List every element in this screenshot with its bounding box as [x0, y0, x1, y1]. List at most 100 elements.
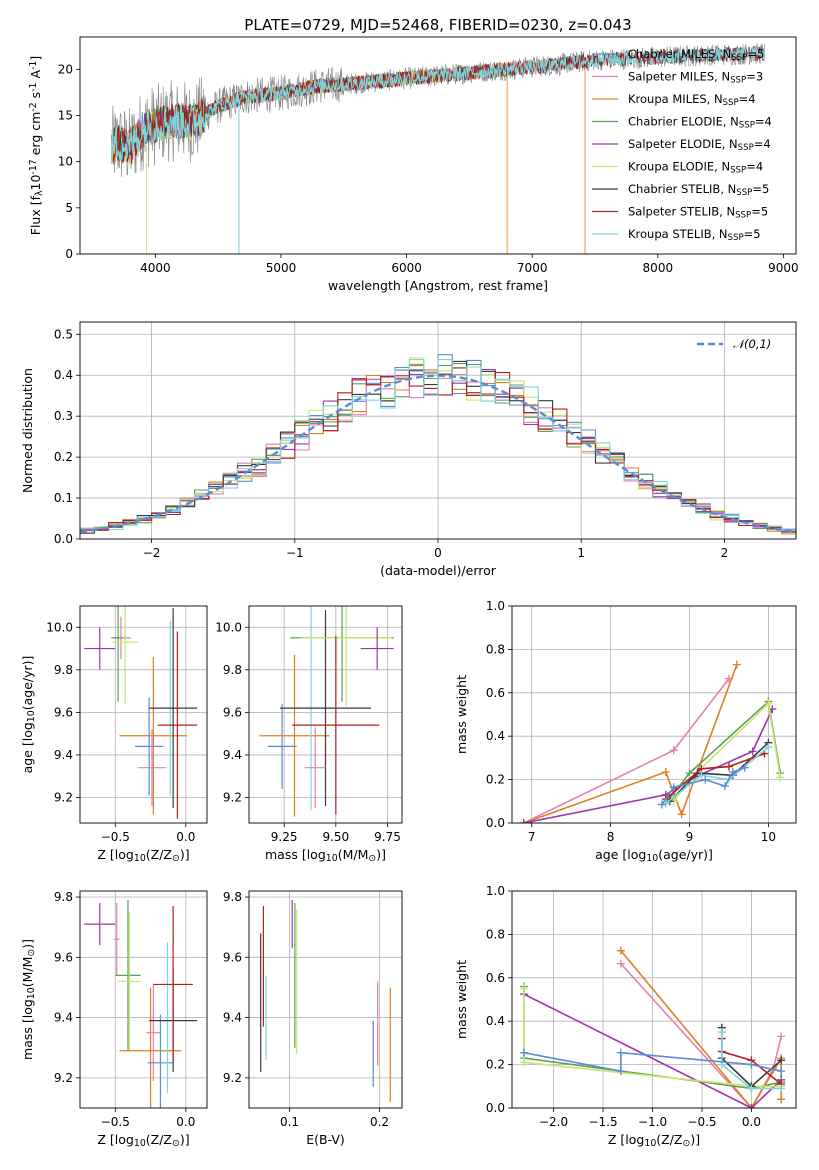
- x-tick-label: −0.5: [687, 1115, 716, 1129]
- gridlines: [512, 605, 796, 824]
- x-tick-label: 0.0: [742, 1115, 761, 1129]
- weight-marker: [747, 1084, 756, 1093]
- weight-line: [661, 766, 745, 806]
- gridlines: [80, 891, 207, 1108]
- y-tick-label: 9.2: [223, 790, 242, 804]
- x-tick-label: 6000: [391, 261, 422, 275]
- plot-area: [519, 946, 786, 1108]
- weight-marker: [661, 768, 670, 777]
- weight-marker: [732, 660, 741, 669]
- y-tick-label: 9.4: [54, 1011, 73, 1025]
- weight-marker: [747, 1104, 756, 1108]
- data-point: [292, 635, 380, 815]
- y-tick-label: 0.8: [486, 642, 505, 656]
- weight-marker: [697, 771, 706, 780]
- y-tick-label: 9.6: [223, 950, 242, 964]
- y-tick-label: 0.4: [486, 1014, 505, 1028]
- x-tick-label: 9.75: [374, 830, 401, 844]
- x-tick-label: 0.0: [176, 830, 195, 844]
- x-tick-label: 0.2: [370, 1115, 389, 1129]
- y-tick-label: 9.2: [54, 1071, 73, 1085]
- y-tick-label: 9.2: [54, 790, 73, 804]
- x-tick-label: −1: [286, 546, 304, 560]
- data-point: [112, 606, 124, 702]
- x-tick-label: 0.1: [280, 1115, 299, 1129]
- legend-entry: Chabrier MILES, NSSP=5: [628, 47, 764, 63]
- y-tick-label: 9.8: [54, 890, 73, 904]
- data-point: [259, 654, 330, 817]
- data-point: [149, 608, 198, 809]
- y-tick-label: 0.3: [54, 409, 73, 423]
- weight-marker: [616, 946, 625, 955]
- data-point: [147, 1014, 174, 1108]
- x-tick-label: 2: [721, 546, 729, 560]
- weight-marker: [721, 782, 729, 791]
- legend-entry: Chabrier ELODIE, NSSP=4: [628, 115, 772, 131]
- weight-marker: [777, 1056, 786, 1065]
- x-tick-label: 9: [686, 830, 694, 844]
- x-tick-label: 8000: [643, 261, 674, 275]
- y-tick-label: 0: [65, 247, 73, 261]
- x-tick-label: −0.5: [101, 1115, 130, 1129]
- y-tick-label: 0.2: [486, 1058, 505, 1072]
- weight-marker: [701, 775, 710, 784]
- weight-marker: [677, 810, 686, 819]
- y-tick-label: 5: [65, 201, 73, 215]
- y-axis-label: Normed distribution: [20, 368, 35, 493]
- legend-entry: Chabrier STELIB, NSSP=5: [628, 182, 769, 198]
- x-tick-label: 9.25: [271, 830, 298, 844]
- panel-weight-vs-age: 7 8 9 10 0.0 0.2 0.4 0.6 0.8 1.0 age [log10(age/yr…: [454, 599, 797, 864]
- y-tick-label: 1.0: [486, 884, 505, 898]
- x-tick-label: −2.0: [539, 1115, 568, 1129]
- model-spectrum: [111, 45, 765, 165]
- data-point: [280, 610, 371, 806]
- y-axis-label: mass weight: [454, 675, 469, 754]
- axes-frame: [511, 605, 797, 824]
- y-tick-label: 15: [58, 108, 73, 122]
- weight-marker: [616, 1048, 625, 1057]
- normal-curve: [80, 374, 794, 533]
- y-tick-label: 0.1: [54, 491, 73, 505]
- legend-entry: Salpeter MILES, NSSP=3: [628, 70, 763, 86]
- weight-marker: [777, 1032, 786, 1041]
- y-tick-label: 0.0: [54, 532, 73, 546]
- y-tick-label: 9.8: [223, 890, 242, 904]
- x-tick-label: 9.50: [322, 830, 349, 844]
- weight-marker: [777, 1095, 786, 1104]
- weight-marker: [616, 959, 625, 968]
- figure-title: PLATE=0729, MJD=52468, FIBERID=0230, z=0…: [244, 16, 631, 34]
- x-tick-label: 8: [607, 830, 615, 844]
- weight-marker: [764, 743, 773, 752]
- y-tick-label: 9.6: [223, 705, 242, 719]
- weight-marker: [519, 1048, 528, 1057]
- x-tick-label: 7: [528, 830, 536, 844]
- x-tick-label: 5000: [266, 261, 297, 275]
- x-axis-label: E(B-V): [306, 1132, 345, 1147]
- axes-frame: [79, 36, 797, 255]
- x-axis-label: age [log10(age/yr)]: [595, 847, 713, 864]
- data-point: [153, 906, 193, 1063]
- weight-marker: [519, 984, 528, 993]
- weight-marker: [777, 1084, 786, 1093]
- weight-marker: [777, 1067, 786, 1076]
- x-axis-label: Z [log10(Z/Z⊙)]: [608, 1132, 700, 1149]
- x-tick-label: 1: [577, 546, 585, 560]
- data-point: [119, 987, 182, 1108]
- x-axis-label: wavelength [Angstrom, rest frame]: [328, 278, 548, 293]
- y-tick-label: 9.2: [223, 1071, 242, 1085]
- weight-marker: [724, 762, 733, 771]
- y-tick-label: 9.8: [54, 663, 73, 677]
- y-tick-label: 9.8: [223, 663, 242, 677]
- weight-marker: [519, 819, 528, 823]
- weight-marker: [669, 783, 678, 792]
- legend-entry: Kroupa STELIB, NSSP=5: [628, 227, 761, 243]
- y-tick-label: 0.0: [486, 1101, 505, 1115]
- y-axis-label: age [log10(age/yr)]: [20, 656, 37, 774]
- plot-area: [84, 900, 198, 1108]
- x-tick-label: −1.5: [588, 1115, 617, 1129]
- x-tick-label: −2: [143, 546, 161, 560]
- legend-entry: Salpeter STELIB, NSSP=5: [628, 205, 768, 221]
- y-tick-label: 9.6: [54, 705, 73, 719]
- data-point: [115, 900, 141, 1051]
- x-tick-label: 0: [434, 546, 442, 560]
